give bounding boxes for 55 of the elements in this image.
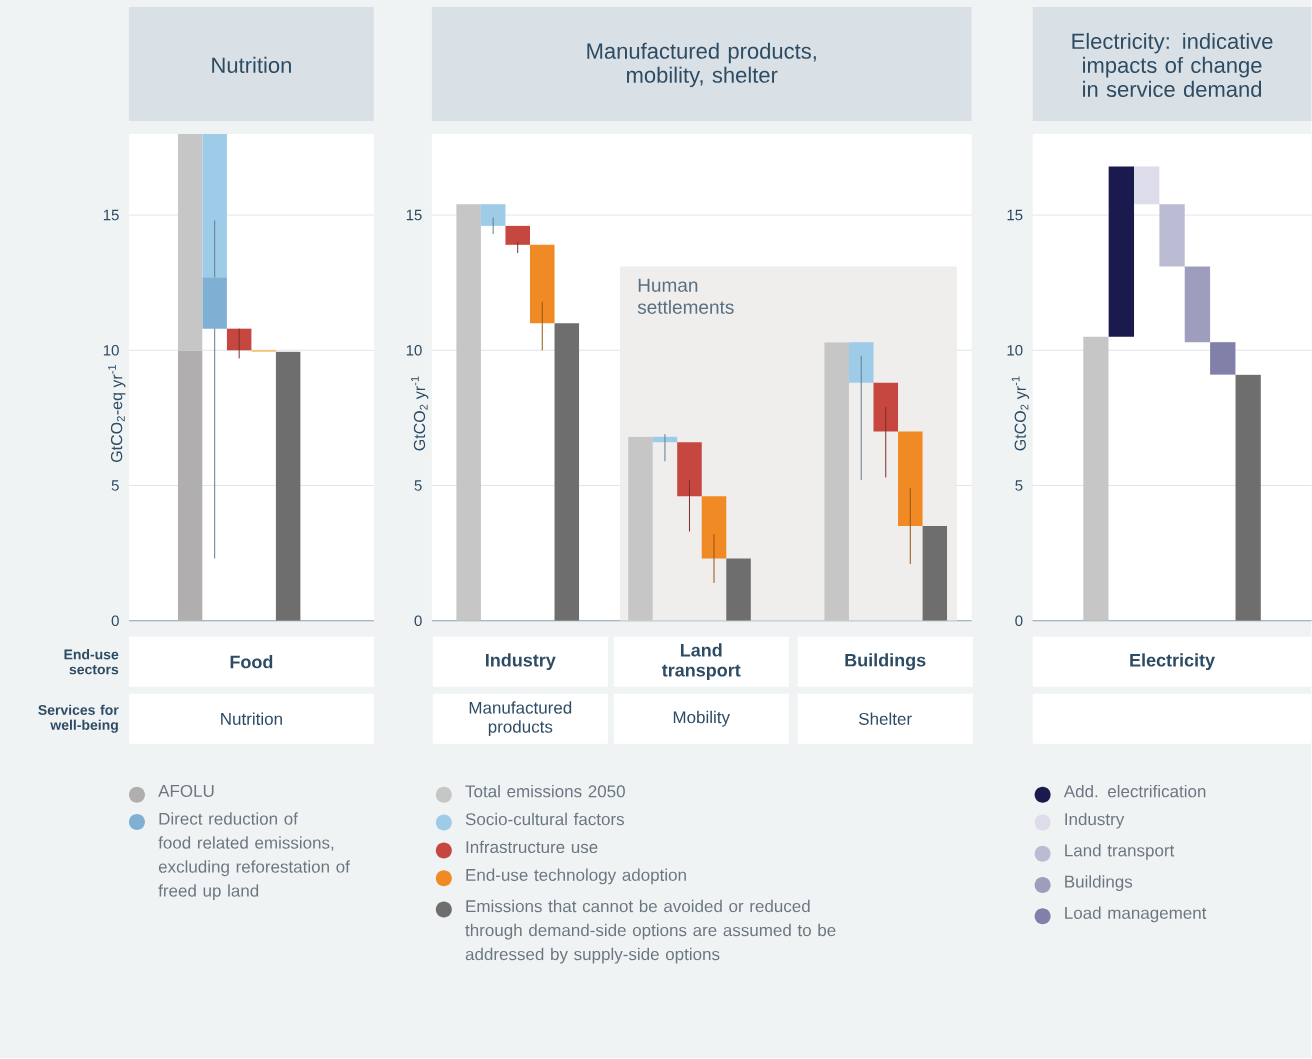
y-axis-title: GtCO$_{2}$-eq yr$^{-1}$ — [108, 365, 126, 463]
y-tick-label: 0 — [111, 615, 119, 627]
y-tick-label: 0 — [1015, 615, 1023, 627]
annotation: Human settlements — [637, 278, 734, 315]
legend-label: Land transport — [1065, 844, 1175, 861]
legend-label: AFOLU — [158, 785, 214, 798]
bar — [726, 558, 751, 621]
legend-label: Buildings — [1065, 875, 1133, 892]
legend-label: Socio-cultural factors — [465, 812, 624, 826]
text: Shelter — [859, 712, 912, 726]
bar — [677, 442, 702, 497]
legend-label: Infrastructure use — [466, 840, 598, 854]
text: Buildings — [845, 653, 926, 671]
text: Nutrition — [221, 712, 282, 726]
y-tick-label: 15 — [1007, 210, 1023, 221]
y-tick-label: 10 — [406, 345, 422, 356]
legend-label: Load management — [1065, 906, 1207, 923]
chart-title: Electricity: indicative impacts of change in service demand — [1072, 33, 1273, 98]
y-tick-label: 15 — [406, 210, 422, 221]
y-tick-label: 5 — [1015, 480, 1023, 491]
text: Mobility — [673, 711, 730, 727]
text: Electricity — [1130, 653, 1215, 671]
bar — [505, 226, 530, 246]
y-axis-title: GtCO$_{2}$ yr$^{-1}$ — [411, 376, 429, 451]
bar — [922, 526, 948, 621]
y-tick-label: 10 — [103, 345, 119, 356]
legend-label: End-use technology adoption — [466, 868, 686, 885]
legend-label: Emissions that cannot be avoided or reduced through demand-side options are assumed to be addressed by supply-side options — [465, 899, 836, 964]
y-tick-label: 15 — [103, 210, 119, 221]
text: Food — [230, 655, 273, 669]
bar — [480, 204, 506, 227]
legend-label: Industry — [1065, 812, 1125, 829]
bar — [628, 437, 653, 621]
text: Land transport — [661, 643, 741, 681]
bar — [873, 382, 899, 432]
chart-title: Manufactured products, mobility, shelter — [587, 42, 816, 88]
bar — [529, 245, 555, 324]
chart-title: Nutrition — [212, 57, 291, 74]
legend-label: Total emissions 2050 — [465, 785, 625, 798]
legend-label: Direct reduction of food related emissions, excluding reforestation of freed up land — [158, 812, 350, 901]
y-axis-title: GtCO$_{2}$ yr$^{-1}$ — [1011, 376, 1030, 451]
text: End-use sectors — [64, 649, 119, 675]
bar — [554, 323, 580, 621]
bar — [456, 204, 481, 621]
bar — [898, 431, 923, 527]
y-tick-label: 10 — [1007, 345, 1023, 356]
legend-label: Add. electrification — [1063, 785, 1206, 798]
text: Manufactured products — [469, 701, 572, 737]
text: Services for well-being — [38, 704, 119, 733]
y-tick-label: 5 — [414, 480, 422, 491]
text: Industry — [486, 653, 556, 671]
bar — [701, 496, 727, 559]
y-tick-label: 0 — [414, 615, 422, 627]
bar — [824, 342, 849, 621]
y-tick-label: 5 — [111, 480, 119, 491]
